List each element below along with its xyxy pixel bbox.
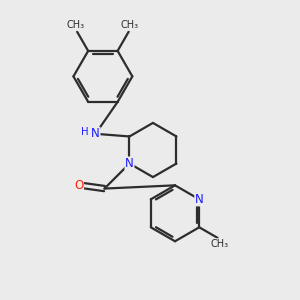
Text: N: N	[125, 157, 134, 170]
Text: N: N	[91, 127, 100, 140]
Text: O: O	[74, 179, 83, 192]
Text: H: H	[81, 127, 88, 137]
Text: CH₃: CH₃	[120, 20, 138, 30]
Text: CH₃: CH₃	[67, 20, 85, 30]
Text: CH₃: CH₃	[210, 239, 228, 249]
Text: N: N	[195, 193, 204, 206]
